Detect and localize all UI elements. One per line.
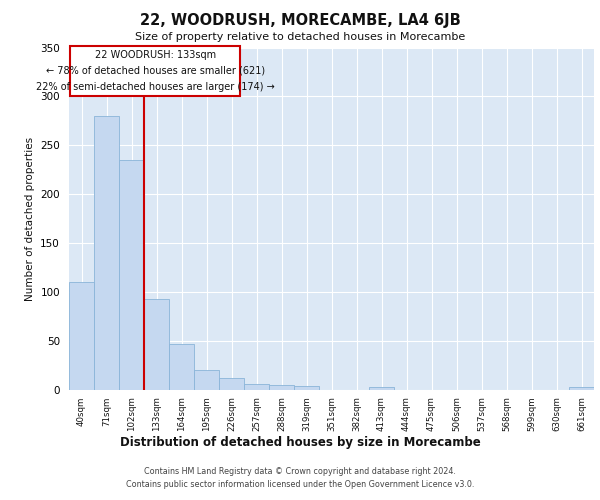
Text: 22, WOODRUSH, MORECAMBE, LA4 6JB: 22, WOODRUSH, MORECAMBE, LA4 6JB (140, 12, 460, 28)
Bar (569, 387, 594, 390)
FancyBboxPatch shape (70, 46, 240, 96)
Text: Contains HM Land Registry data © Crown copyright and database right 2024.
Contai: Contains HM Land Registry data © Crown c… (126, 468, 474, 489)
Text: Size of property relative to detached houses in Morecambe: Size of property relative to detached ho… (135, 32, 465, 42)
Text: 22 WOODRUSH: 133sqm
← 78% of detached houses are smaller (621)
22% of semi-detac: 22 WOODRUSH: 133sqm ← 78% of detached ho… (36, 50, 275, 92)
Y-axis label: Number of detached properties: Number of detached properties (25, 136, 35, 301)
Bar (119, 160, 144, 390)
Bar (244, 384, 269, 390)
Bar (69, 282, 94, 390)
Bar (94, 116, 119, 390)
Bar (369, 387, 394, 390)
Bar (144, 299, 169, 390)
Bar (294, 386, 319, 390)
Bar (169, 344, 194, 390)
Bar (219, 378, 244, 390)
Bar (269, 385, 294, 390)
Bar (194, 370, 219, 390)
Text: Distribution of detached houses by size in Morecambe: Distribution of detached houses by size … (119, 436, 481, 449)
